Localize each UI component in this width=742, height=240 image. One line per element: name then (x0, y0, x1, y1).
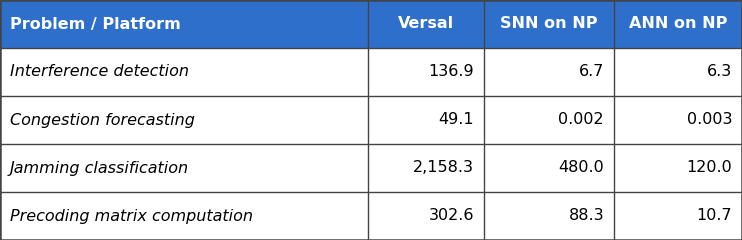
Bar (0, 144, 368, 192)
Text: Congestion forecasting: Congestion forecasting (10, 113, 195, 127)
Text: Interference detection: Interference detection (10, 65, 189, 79)
Text: Jamming classification: Jamming classification (10, 161, 189, 175)
Text: 2,158.3: 2,158.3 (413, 161, 474, 175)
Text: SNN on NP: SNN on NP (500, 17, 598, 31)
Text: 10.7: 10.7 (697, 209, 732, 223)
Bar (0, 192, 368, 240)
Bar (368, 96, 484, 144)
Bar (614, 96, 742, 144)
Text: Precoding matrix computation: Precoding matrix computation (10, 209, 253, 223)
Text: 88.3: 88.3 (568, 209, 604, 223)
Bar (0, 48, 368, 96)
Bar (614, 48, 742, 96)
Bar (614, 144, 742, 192)
Text: 302.6: 302.6 (428, 209, 474, 223)
Text: Versal: Versal (398, 17, 454, 31)
Text: Problem / Platform: Problem / Platform (10, 17, 181, 31)
Bar (368, 144, 484, 192)
Bar (484, 96, 614, 144)
Text: 136.9: 136.9 (428, 65, 474, 79)
Bar (614, 192, 742, 240)
Text: 120.0: 120.0 (686, 161, 732, 175)
Text: 0.002: 0.002 (559, 113, 604, 127)
Text: 49.1: 49.1 (439, 113, 474, 127)
Text: 480.0: 480.0 (558, 161, 604, 175)
Bar (0, 0, 368, 48)
Text: 0.003: 0.003 (686, 113, 732, 127)
Bar (0, 96, 368, 144)
Bar (368, 192, 484, 240)
Bar (368, 0, 484, 48)
Bar (484, 192, 614, 240)
Text: 6.7: 6.7 (579, 65, 604, 79)
Bar (484, 144, 614, 192)
Text: 6.3: 6.3 (706, 65, 732, 79)
Text: ANN on NP: ANN on NP (628, 17, 727, 31)
Bar (484, 0, 614, 48)
Bar (614, 0, 742, 48)
Bar (484, 48, 614, 96)
Bar (368, 48, 484, 96)
